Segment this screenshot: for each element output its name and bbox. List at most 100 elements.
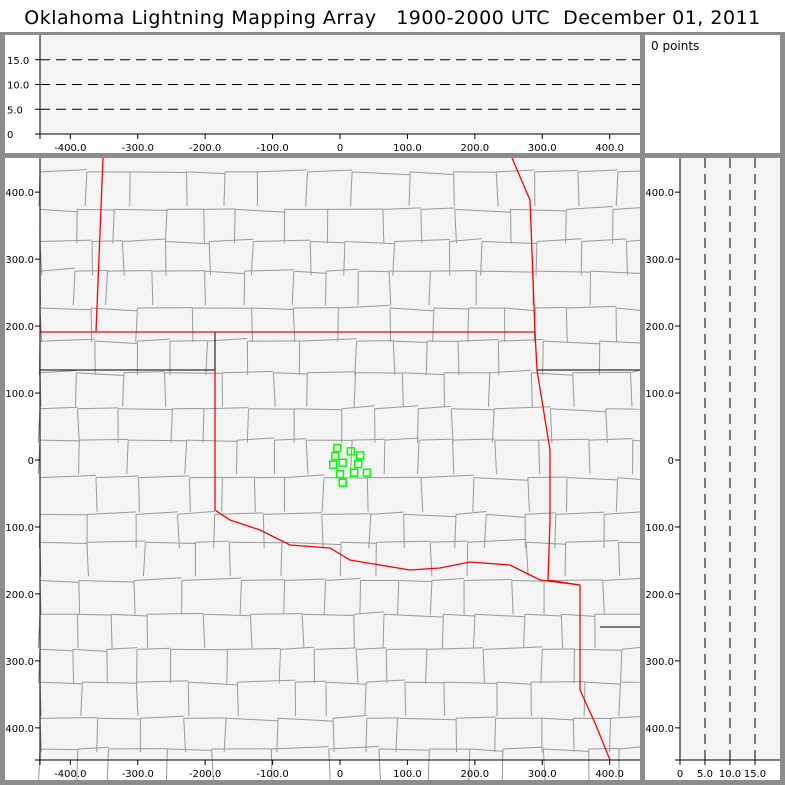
county-line xyxy=(385,649,388,684)
county-line xyxy=(378,748,430,751)
county-line xyxy=(90,307,93,342)
y-tick-label: 5.0 xyxy=(7,105,23,116)
county-line xyxy=(566,206,613,210)
county-line xyxy=(566,477,618,481)
county-line xyxy=(151,271,154,306)
y-tick-label: 400.0 xyxy=(5,188,34,199)
county-line xyxy=(610,716,641,719)
county-line xyxy=(284,474,325,479)
county-line xyxy=(326,268,359,272)
county-line xyxy=(39,717,98,719)
source-point xyxy=(333,443,342,453)
y-tick-label: 400.0 xyxy=(645,188,674,199)
county-line xyxy=(382,207,421,210)
county-line xyxy=(397,580,400,615)
county-line xyxy=(77,208,115,211)
county-line xyxy=(291,271,295,306)
county-line xyxy=(354,341,358,376)
x-tick-label: 300.0 xyxy=(528,769,557,780)
county-line xyxy=(383,613,444,618)
county-line xyxy=(620,649,623,684)
info-panel: 0 points xyxy=(645,35,780,153)
county-line xyxy=(309,241,312,276)
county-line xyxy=(366,679,405,683)
county-line xyxy=(235,440,238,475)
county-line xyxy=(398,579,432,583)
x-tick-label: 300.0 xyxy=(528,143,557,153)
y-tick-label: 200.0 xyxy=(645,322,674,333)
county-line xyxy=(580,241,583,276)
county-line xyxy=(91,307,138,312)
county-line xyxy=(243,271,246,306)
county-line xyxy=(554,514,557,549)
county-line xyxy=(572,372,575,407)
county-line xyxy=(572,718,575,753)
county-line xyxy=(618,746,641,750)
county-line xyxy=(486,513,526,518)
county-line xyxy=(527,476,567,479)
x-tick-label: 5.0 xyxy=(697,769,713,780)
county-borders xyxy=(37,169,641,784)
county-line xyxy=(404,681,444,684)
county-line xyxy=(270,748,273,783)
county-line xyxy=(392,341,396,376)
county-line xyxy=(612,207,641,210)
county-line xyxy=(359,580,362,615)
county-line xyxy=(72,648,107,652)
county-line xyxy=(204,271,206,306)
county-line xyxy=(419,438,453,441)
county-line xyxy=(325,681,367,685)
source-point xyxy=(353,459,363,469)
county-line xyxy=(382,209,385,244)
county-line xyxy=(249,614,253,649)
county-line xyxy=(501,748,504,783)
county-line xyxy=(213,514,216,549)
x-tick-label: -200.0 xyxy=(189,143,221,153)
county-line xyxy=(82,681,137,684)
county-line xyxy=(223,171,226,206)
county-line xyxy=(482,240,537,245)
county-line xyxy=(207,337,248,342)
county-line xyxy=(527,477,530,512)
source-point xyxy=(329,460,338,469)
county-line xyxy=(214,512,264,515)
county-line xyxy=(39,406,78,410)
county-line xyxy=(133,580,136,615)
x-tick-label: -300.0 xyxy=(122,769,154,780)
county-line xyxy=(195,540,230,543)
county-line xyxy=(97,717,141,720)
county-line xyxy=(86,540,146,543)
source-point xyxy=(331,451,340,461)
source-point xyxy=(338,458,347,467)
county-line xyxy=(39,579,79,583)
county-line xyxy=(491,408,495,443)
county-line xyxy=(140,715,184,719)
county-line xyxy=(107,270,152,272)
county-line xyxy=(251,307,254,342)
y-tick-label: 300.0 xyxy=(645,255,674,266)
county-line xyxy=(307,371,356,374)
county-line xyxy=(511,580,514,615)
county-line xyxy=(629,372,633,407)
county-line xyxy=(39,648,73,652)
county-line xyxy=(78,579,134,583)
county-line xyxy=(534,169,578,173)
county-line xyxy=(221,477,223,512)
county-line xyxy=(106,647,137,650)
county-line xyxy=(617,542,621,577)
county-line xyxy=(117,408,173,410)
county-line xyxy=(188,477,191,512)
county-line xyxy=(74,270,108,272)
y-tick-label: 100.0 xyxy=(645,389,674,400)
county-line xyxy=(401,372,404,407)
county-line xyxy=(472,477,475,512)
county-line xyxy=(39,267,75,272)
county-line xyxy=(209,238,254,242)
x-tick-label: 15.0 xyxy=(744,769,766,780)
y-tick-label: 200.0 xyxy=(5,322,34,333)
county-line xyxy=(535,241,538,276)
county-line xyxy=(226,649,229,684)
y-tick-label: -200.0 xyxy=(5,590,34,601)
county-line xyxy=(323,580,327,615)
y-tick-label: -300.0 xyxy=(645,657,674,668)
